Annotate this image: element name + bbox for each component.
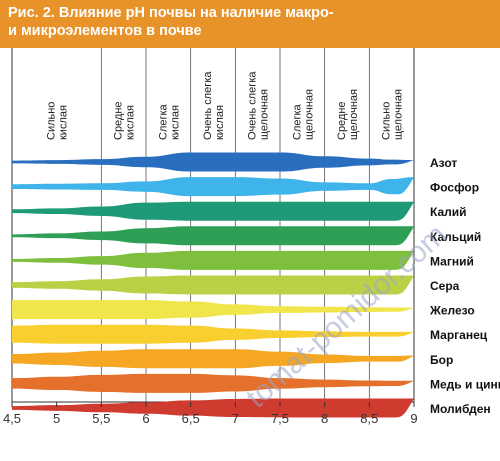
zone-label: щелочная	[303, 89, 315, 140]
nutrient-band-5	[12, 250, 414, 270]
zone-label: Сильно	[46, 102, 58, 140]
zone-label: Средне	[336, 101, 348, 140]
zone-label: кислая	[125, 105, 137, 140]
zone-label: Средне	[113, 101, 125, 140]
nutrient-label: Молибден	[430, 402, 491, 416]
x-tick-label: 8	[321, 411, 328, 426]
chart-title-line1: Рис. 2. Влияние pH почвы на наличие макр…	[8, 5, 334, 21]
zone-label: Очень слегка	[202, 71, 214, 140]
nutrient-label: Железо	[429, 304, 475, 318]
zone-label: щелочная	[348, 89, 360, 140]
nutrient-label: Фосфор	[430, 181, 479, 195]
zone-label: Слегка	[157, 103, 169, 140]
nutrient-label: Кальций	[430, 230, 481, 244]
zone-label: щелочная	[393, 89, 405, 140]
nutrient-band-1	[12, 152, 414, 172]
nutrient-band-11	[12, 398, 414, 418]
nutrient-band-8	[12, 324, 414, 344]
nutrient-band-6	[12, 275, 414, 295]
nutrient-label: Марганец	[430, 328, 488, 342]
x-tick-label: 9	[410, 411, 417, 426]
x-tick-label: 5	[53, 411, 60, 426]
zone-label: кислая	[169, 105, 181, 140]
nutrient-band-10	[12, 373, 414, 393]
nutrient-label: Бор	[430, 353, 453, 367]
x-tick-label: 8,5	[360, 411, 378, 426]
ph-nutrient-chart: Сильно кислая Средне кислая Слегка кислая Очен…	[3, 48, 500, 426]
zone-label: Очень слегка	[247, 71, 259, 140]
nutrient-band-2	[12, 177, 414, 197]
x-tick-label: 7,5	[271, 411, 289, 426]
x-tick-label: 6	[142, 411, 149, 426]
chart-title-line2: и микроэлементов в почве	[8, 23, 202, 39]
zone-label: кислая	[214, 105, 226, 140]
chart-title-bar: Рис. 2. Влияние pH почвы на наличие макр…	[0, 0, 500, 48]
nutrient-label: Калий	[430, 205, 467, 219]
x-tick-label: 6,5	[182, 411, 200, 426]
zone-label: Слегка	[291, 103, 303, 140]
x-tick-label: 4,5	[3, 411, 21, 426]
nutrient-label: Азот	[430, 156, 457, 170]
zone-label: Сильно	[381, 102, 393, 140]
nutrient-band-3	[12, 201, 414, 221]
nutrient-band-7	[12, 300, 414, 320]
zone-label: щелочная	[259, 89, 271, 140]
x-tick-label: 5,5	[92, 411, 110, 426]
nutrient-label: Медь и цинк	[430, 377, 500, 391]
nutrient-label: Магний	[430, 254, 474, 268]
nutrient-label: Сера	[430, 279, 460, 293]
zone-label: кислая	[58, 105, 70, 140]
nutrient-band-9	[12, 349, 414, 369]
nutrient-band-4	[12, 226, 414, 246]
x-tick-label: 7	[232, 411, 239, 426]
